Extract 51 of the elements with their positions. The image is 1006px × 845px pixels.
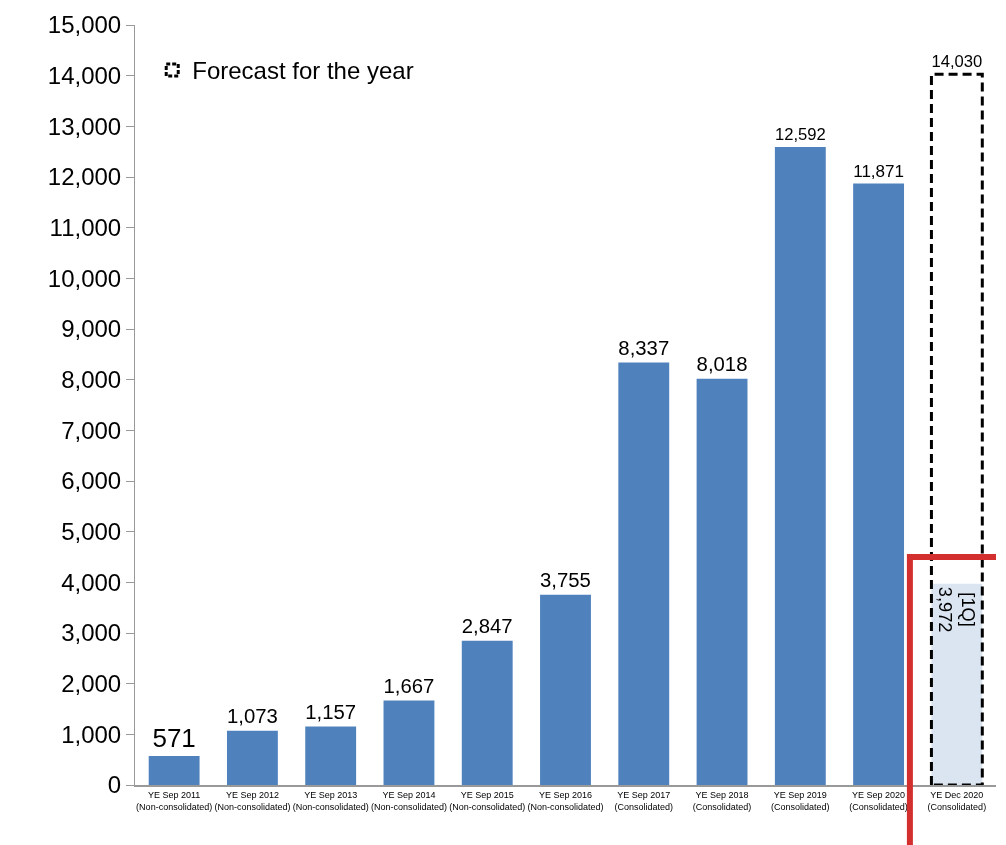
y-tick-label: 9,000 <box>61 315 122 343</box>
data-label: 14,030 <box>931 52 983 72</box>
bar <box>461 640 513 785</box>
x-tick-label: YE Sep 2017 (Consolidated) <box>614 789 674 812</box>
x-tick-label: YE Sep 2013 (Non-consolidated) <box>292 789 369 812</box>
x-tick-label: YE Sep 2019 (Consolidated) <box>771 789 830 812</box>
bar <box>774 147 826 785</box>
legend-label: Forecast for the year <box>192 57 414 85</box>
x-tick-label: YE Sep 2014 (Non-consolidated) <box>370 789 447 812</box>
bar <box>540 594 591 785</box>
data-label: 8,018 <box>696 353 748 376</box>
y-tick-label: 4,000 <box>61 568 122 596</box>
y-tick-label: 14,000 <box>47 62 122 90</box>
x-tick-label: YE Sep 2012 (Non-consolidated) <box>214 789 291 812</box>
x-tick-label: YE Sep 2018 (Consolidated) <box>692 789 752 812</box>
x-tick-label: YE Sep 2016 (Non-consolidated) <box>527 789 604 812</box>
data-label: 12,592 <box>774 125 826 145</box>
data-label: 1,073 <box>226 704 278 727</box>
bar <box>931 583 983 785</box>
data-label: 571 <box>152 723 196 754</box>
y-tick-label: 5,000 <box>61 518 122 546</box>
x-tick-label: YE Sep 2015 (Non-consolidated) <box>449 789 526 812</box>
y-tick-label: 8,000 <box>61 366 122 394</box>
data-label: 11,871 <box>853 161 904 181</box>
bar <box>383 700 435 785</box>
x-tick-label: YE Dec 2020 (Consolidated) <box>927 789 987 812</box>
y-tick-label: 15,000 <box>47 11 122 39</box>
data-label: 1,667 <box>383 674 435 697</box>
data-label: [1Q] 3,972 <box>934 586 980 633</box>
bar <box>226 730 278 785</box>
y-tick-label: 7,000 <box>61 416 122 444</box>
y-tick-label: 2,000 <box>61 670 122 698</box>
data-label: 3,755 <box>540 569 591 592</box>
y-tick-label: 10,000 <box>47 264 122 292</box>
data-label: 2,847 <box>461 615 513 638</box>
data-label: 8,337 <box>618 336 670 359</box>
y-tick-label: 11,000 <box>49 214 122 242</box>
y-tick-label: 6,000 <box>61 467 122 495</box>
bar <box>696 378 748 785</box>
data-label: 1,157 <box>305 700 357 723</box>
bar <box>305 726 357 785</box>
y-tick-label: 12,000 <box>47 163 122 191</box>
bar <box>853 183 905 785</box>
y-tick-label: 0 <box>107 771 122 799</box>
bar <box>618 362 670 785</box>
y-tick-label: 1,000 <box>61 720 122 748</box>
y-tick-label: 13,000 <box>47 112 122 140</box>
y-tick-label: 3,000 <box>61 619 122 647</box>
bar <box>148 756 200 785</box>
x-tick-label: YE Sep 2011 (Non-consolidated) <box>136 789 213 812</box>
x-tick-label: YE Sep 2020 (Consolidated) <box>849 789 908 812</box>
